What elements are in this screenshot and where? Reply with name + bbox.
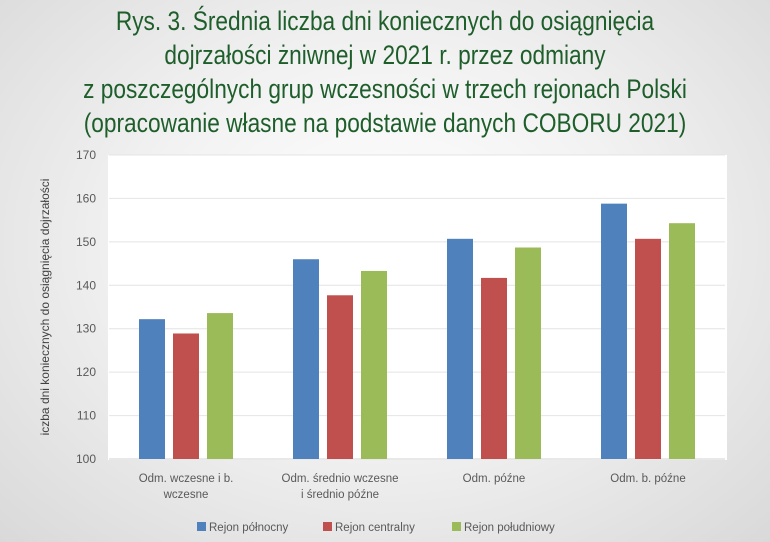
y-tick-label: 160 (76, 191, 96, 205)
legend-item: Rejon południowy (452, 522, 555, 534)
legend-swatch (323, 522, 332, 531)
title-line: Rys. 3. Średnia liczba dni koniecznych d… (115, 6, 655, 36)
legend-swatch (197, 522, 206, 531)
title-line: dojrzałości żniwnej w 2021 r. przez odmi… (164, 40, 606, 70)
bar-rejon-północny (139, 319, 165, 459)
bar-rejon-południowy (207, 313, 233, 459)
y-tick-label: 170 (76, 148, 96, 162)
bar-rejon-południowy (361, 270, 387, 459)
legend-item: Rejon centralny (323, 522, 415, 534)
title-line: z poszczególnych grup wczesności w trzec… (83, 74, 687, 104)
y-tick-label: 100 (76, 452, 96, 466)
bar-rejon-północny (601, 203, 627, 459)
y-tick-label: 110 (77, 409, 96, 423)
y-tick-label: 120 (76, 365, 96, 379)
y-tick-label: 150 (76, 235, 96, 249)
bar-rejon-północny (447, 238, 473, 459)
x-tick-label: Odm. średnio wczesne (282, 473, 399, 485)
x-tick-label: i średnio późne (301, 489, 379, 501)
x-tick-label: Odm. późne (463, 473, 526, 485)
plot-area (108, 155, 727, 460)
bar-rejon-południowy (669, 223, 695, 459)
bar-rejon-centralny (481, 277, 507, 459)
title-line: (opracowanie własne na podstawie danych … (83, 108, 687, 138)
x-tick-label: Odm. wczesne i b. (139, 473, 234, 485)
legend-swatch (452, 522, 461, 531)
legend-label: Rejon południowy (464, 522, 555, 534)
chart-title: Rys. 3. Średnia liczba dni koniecznych d… (0, 4, 770, 140)
legend-label: Rejon północny (209, 522, 289, 534)
bar-rejon-centralny (635, 238, 661, 459)
y-tick-label: 130 (76, 322, 96, 336)
bar-rejon-centralny (173, 333, 199, 459)
legend-item: Rejon północny (197, 522, 289, 534)
x-tick-label: wczesne (163, 489, 209, 501)
legend-label: Rejon centralny (335, 522, 415, 534)
y-tick-label: 140 (76, 278, 96, 292)
bar-rejon-centralny (327, 295, 353, 459)
bar-rejon-południowy (515, 247, 541, 459)
bar-rejon-północny (293, 259, 319, 459)
y-axis-label: iczba dni koniecznych do osiągnięcia doj… (38, 179, 52, 436)
x-tick-label: Odm. b. późne (610, 473, 685, 485)
